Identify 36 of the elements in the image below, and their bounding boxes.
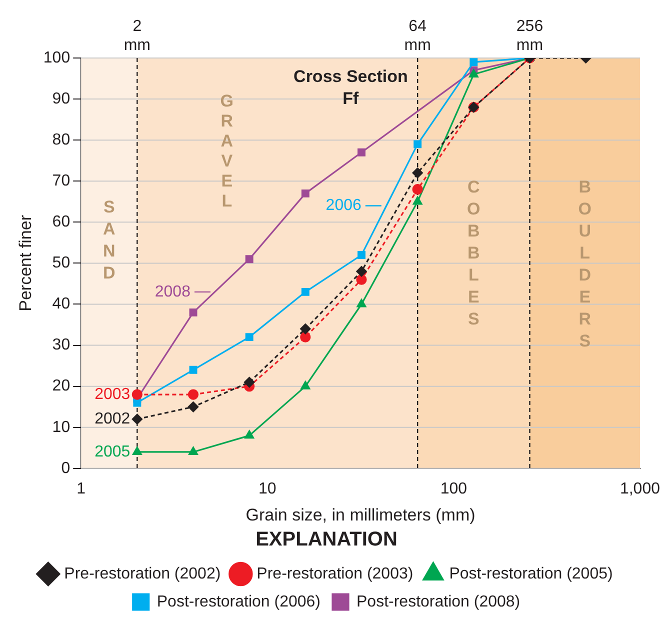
x-tick-label: 1 (76, 480, 86, 498)
y-tick-label: 30 (52, 336, 70, 354)
y-tick-label: 50 (52, 254, 70, 272)
legend-label: Post-restoration (2005) (449, 565, 613, 582)
y-tick-label: 0 (61, 460, 70, 477)
legend-label: Pre-restoration (2003) (256, 565, 414, 582)
legend-label: Post-restoration (2008) (356, 593, 520, 610)
y-axis-title: Percent finer (16, 214, 35, 312)
y-tick-label: 40 (52, 296, 70, 313)
band-label: COBBLES (467, 178, 480, 329)
band-label: BOULDERS (578, 178, 592, 351)
y-tick-label: 100 (43, 49, 70, 66)
annotation: 2003 (94, 386, 130, 403)
legend-title: EXPLANATION (256, 528, 398, 551)
band-label: SAND (102, 198, 116, 283)
y-tick-label: 10 (52, 418, 70, 436)
ref-line-label: 256 mm (516, 18, 544, 54)
y-tick-label: 90 (52, 90, 70, 108)
y-tick-label: 60 (52, 214, 70, 231)
annotation: 2005 (94, 443, 130, 460)
annotation: 2006 (326, 197, 362, 214)
text: Cross Section Ff (294, 67, 408, 108)
ref-line-label: 2 mm (124, 18, 151, 54)
x-axis-title: Grain size, in millimeters (mm) (246, 505, 476, 524)
band-label: GRAVEL (220, 92, 234, 211)
annotation: 2002 (94, 410, 130, 428)
legend-label: Pre-restoration (2002) (64, 565, 221, 582)
y-tick-label: 80 (52, 131, 70, 148)
x-tick-label: 100 (440, 480, 468, 498)
legend-label: Post-restoration (2006) (156, 593, 321, 610)
annotation: 2008 (154, 283, 191, 300)
ref-line-label: 64 mm (404, 18, 431, 54)
y-tick-label: 20 (52, 378, 70, 395)
x-tick-label: 10 (258, 480, 276, 498)
x-tick-label: 1,000 (620, 480, 660, 498)
y-tick-label: 70 (52, 172, 70, 190)
